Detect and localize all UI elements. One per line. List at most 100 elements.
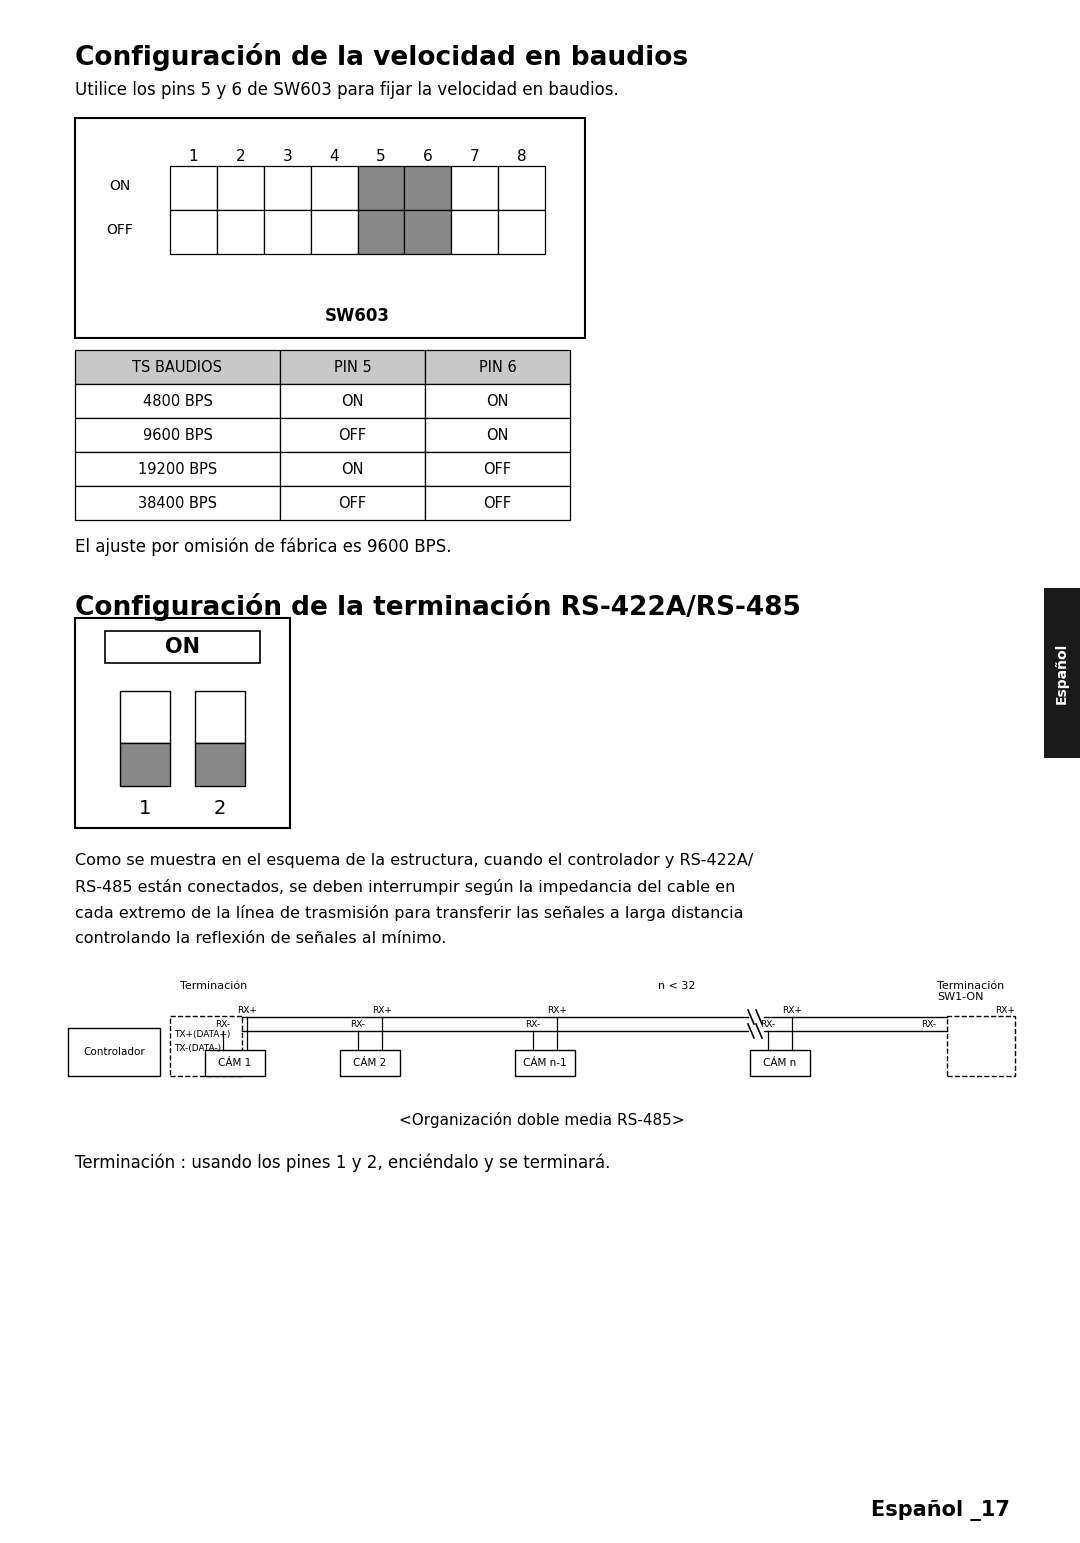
Text: Español _17: Español _17 (872, 1500, 1010, 1521)
Text: 4: 4 (329, 150, 339, 164)
Text: CÁM n: CÁM n (764, 1058, 797, 1068)
Bar (217, 167, 264, 210)
Text: cada extremo de la línea de trasmisión para transferir las señales a larga dista: cada extremo de la línea de trasmisión p… (75, 906, 743, 921)
Bar (195, 744, 245, 785)
Bar (75, 418, 280, 452)
Text: 3: 3 (282, 150, 292, 164)
Text: 6: 6 (423, 150, 433, 164)
Bar (280, 486, 426, 520)
Text: El ajuste por omisión de fábrica es 9600 BPS.: El ajuste por omisión de fábrica es 9600… (75, 539, 451, 557)
Bar (426, 384, 570, 418)
Text: ON: ON (486, 393, 509, 409)
Bar (120, 691, 170, 744)
Bar (451, 210, 498, 255)
Text: Terminación: Terminación (180, 981, 247, 991)
Text: RX-: RX- (215, 1020, 230, 1029)
Text: CÁM 2: CÁM 2 (353, 1058, 387, 1068)
Text: 19200 BPS: 19200 BPS (138, 461, 217, 477)
Text: ON: ON (109, 179, 131, 193)
Text: 38400 BPS: 38400 BPS (138, 495, 217, 511)
Text: 2: 2 (214, 798, 226, 818)
Text: TX+(DATA+): TX+(DATA+) (174, 1031, 230, 1038)
Text: Controlador: Controlador (83, 1048, 145, 1057)
Text: OFF: OFF (484, 461, 512, 477)
Bar (195, 691, 245, 744)
Text: Configuración de la terminación RS-422A/RS-485: Configuración de la terminación RS-422A/… (75, 593, 801, 620)
Text: ON: ON (165, 637, 200, 657)
Text: Utilice los pins 5 y 6 de SW603 para fijar la velocidad en baudios.: Utilice los pins 5 y 6 de SW603 para fij… (75, 80, 619, 99)
Bar (170, 210, 217, 255)
Bar (75, 350, 280, 384)
Bar (120, 744, 170, 785)
Text: CÁM 1: CÁM 1 (218, 1058, 252, 1068)
Bar (426, 350, 570, 384)
Text: controlando la reflexión de señales al mínimo.: controlando la reflexión de señales al m… (75, 930, 446, 946)
Bar (75, 384, 280, 418)
Text: 5: 5 (376, 150, 386, 164)
Text: 8: 8 (516, 150, 526, 164)
Text: <Organización doble media RS-485>: <Organización doble media RS-485> (399, 1113, 685, 1128)
Text: Configuración de la velocidad en baudios: Configuración de la velocidad en baudios (75, 43, 688, 71)
Text: 7: 7 (470, 150, 480, 164)
Text: OFF: OFF (484, 495, 512, 511)
Text: TS BAUDIOS: TS BAUDIOS (133, 360, 222, 375)
Bar (947, 1015, 1015, 1075)
Bar (357, 210, 404, 255)
Bar (105, 631, 260, 663)
Bar (280, 452, 426, 486)
Bar (498, 210, 545, 255)
Bar (426, 486, 570, 520)
Text: ON: ON (341, 461, 364, 477)
Text: CÁM n-1: CÁM n-1 (523, 1058, 567, 1068)
Text: RX-: RX- (760, 1020, 775, 1029)
Text: SW1-ON: SW1-ON (937, 992, 984, 1001)
Bar (451, 167, 498, 210)
Bar (404, 167, 451, 210)
Bar (311, 210, 357, 255)
Text: OFF: OFF (338, 427, 366, 443)
Text: n < 32: n < 32 (658, 981, 696, 991)
Text: ON: ON (341, 393, 364, 409)
Bar (75, 117, 585, 338)
Bar (280, 350, 426, 384)
Bar (280, 384, 426, 418)
Bar (357, 167, 404, 210)
Text: RX+: RX+ (782, 1006, 802, 1015)
Bar (280, 418, 426, 452)
Bar (75, 452, 280, 486)
Bar (170, 167, 217, 210)
Text: RX+: RX+ (548, 1006, 567, 1015)
Bar (426, 452, 570, 486)
Bar (170, 1015, 242, 1075)
Text: 2: 2 (235, 150, 245, 164)
Text: 4800 BPS: 4800 BPS (143, 393, 213, 409)
Bar (75, 619, 291, 829)
Bar (1044, 588, 1080, 758)
Bar (75, 486, 280, 520)
Bar (426, 418, 570, 452)
Text: Como se muestra en el esquema de la estructura, cuando el controlador y RS-422A/: Como se muestra en el esquema de la estr… (75, 853, 753, 869)
Bar (404, 210, 451, 255)
Text: RX-: RX- (350, 1020, 365, 1029)
Text: ON: ON (486, 427, 509, 443)
Bar (264, 210, 311, 255)
Text: PIN 6: PIN 6 (478, 360, 516, 375)
Text: RX-: RX- (921, 1020, 936, 1029)
Text: TX-(DATA-): TX-(DATA-) (174, 1045, 221, 1052)
Bar (750, 1049, 810, 1075)
Bar (340, 1049, 400, 1075)
Text: PIN 5: PIN 5 (334, 360, 372, 375)
Text: RX-: RX- (526, 1020, 541, 1029)
Text: Terminación : usando los pines 1 y 2, enciéndalo y se terminará.: Terminación : usando los pines 1 y 2, en… (75, 1154, 610, 1173)
Text: RX+: RX+ (995, 1006, 1015, 1015)
Text: 9600 BPS: 9600 BPS (143, 427, 213, 443)
Text: Español: Español (1055, 642, 1069, 704)
Bar (217, 210, 264, 255)
Bar (498, 167, 545, 210)
Text: RX+: RX+ (238, 1006, 257, 1015)
Bar (515, 1049, 575, 1075)
Text: OFF: OFF (338, 495, 366, 511)
Text: Terminación: Terminación (937, 981, 1004, 991)
Text: 1: 1 (139, 798, 151, 818)
Bar (311, 167, 357, 210)
